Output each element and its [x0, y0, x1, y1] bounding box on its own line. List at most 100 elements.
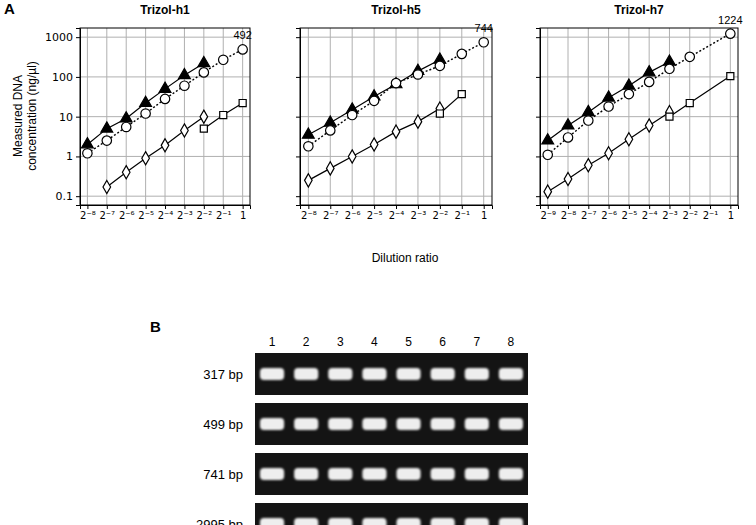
gel-band — [397, 468, 421, 480]
marker — [686, 100, 693, 107]
x-tick-label: 2⁻⁸ — [80, 210, 96, 221]
lane-label: 3 — [337, 335, 344, 349]
plot-area — [542, 29, 735, 198]
gel-band — [362, 368, 386, 380]
marker — [643, 66, 655, 76]
x-tick-mark — [126, 205, 127, 209]
x-tick-label: 2⁻⁷ — [581, 210, 597, 221]
gel-band — [260, 368, 284, 380]
y-tick-label: 1000 — [45, 31, 73, 44]
marker — [103, 180, 111, 193]
marker — [160, 94, 169, 103]
x-tick: 2⁻⁴ — [389, 205, 405, 221]
x-tick-mark — [87, 205, 88, 209]
marker — [391, 78, 400, 87]
x-tick-mark — [204, 205, 205, 209]
y-tick-mark — [76, 156, 80, 157]
subplot: 2⁻⁸2⁻⁷2⁻⁶2⁻⁵2⁻⁴2⁻³2⁻²2⁻¹10.1110100100049… — [45, 3, 252, 221]
x-tick-mark — [243, 205, 244, 209]
x-tick-mark — [223, 205, 224, 209]
marker — [603, 91, 615, 101]
grid-line-y — [540, 156, 738, 157]
x-tick: 2⁻⁷ — [323, 205, 339, 221]
x-tick-mark — [649, 205, 650, 209]
marker — [582, 105, 594, 115]
band-size-label: 499 bp — [203, 417, 243, 432]
marker — [83, 149, 92, 158]
gel-band — [499, 368, 523, 380]
x-tick-label: 2⁻⁷ — [99, 210, 115, 221]
marker — [666, 113, 673, 120]
series-line — [87, 49, 242, 153]
series-line — [308, 109, 440, 181]
x-tick-mark — [609, 205, 610, 209]
gel-band — [328, 518, 352, 525]
marker — [142, 152, 150, 165]
x-tick-label: 2⁻¹ — [454, 210, 470, 221]
gel-band — [431, 418, 455, 430]
x-tick-label: 1 — [240, 210, 246, 221]
marker — [239, 100, 246, 107]
gel-strip — [255, 453, 528, 495]
series-line — [107, 117, 204, 187]
gel-strip — [255, 503, 528, 525]
x-tick: 2⁻⁵ — [622, 205, 638, 221]
x-tick-label: 2⁻² — [433, 210, 449, 221]
x-tick-mark — [690, 205, 691, 209]
marker — [141, 109, 150, 118]
subplot: 2⁻⁹2⁻⁸2⁻⁷2⁻⁶2⁻⁵2⁻⁴2⁻³2⁻²2⁻¹11224Trizol-h… — [536, 3, 743, 221]
marker — [623, 79, 635, 89]
y-tick-mark — [536, 196, 540, 197]
x-tick-mark — [165, 205, 166, 209]
x-tick: 2⁻⁶ — [601, 205, 617, 221]
marker — [544, 185, 552, 198]
x-tick-label: 2⁻⁶ — [601, 210, 617, 221]
x-axis-title: Dilution ratio — [372, 251, 439, 265]
x-tick-mark — [107, 205, 108, 209]
x-tick-mark — [396, 205, 397, 209]
gel-band — [431, 468, 455, 480]
x-tick: 2⁻⁸ — [80, 205, 96, 221]
gel-band — [294, 368, 318, 380]
y-tick-mark — [536, 156, 540, 157]
x-tick-mark — [548, 205, 549, 209]
gel-band — [294, 418, 318, 430]
x-tick: 2⁻² — [433, 205, 449, 221]
y-tick: 0.1 — [56, 190, 81, 203]
band-size-label: 741 bp — [203, 467, 243, 482]
x-tick: 2⁻¹ — [454, 205, 470, 221]
marker — [727, 73, 734, 80]
annotation: 744 — [475, 22, 493, 34]
subplot-title: Trizol-h7 — [614, 3, 664, 17]
marker — [584, 116, 593, 125]
marker — [82, 138, 94, 148]
gel-band — [260, 468, 284, 480]
gel-band — [362, 518, 386, 525]
x-axis-line — [81, 206, 251, 210]
subplot-title: Trizol-h5 — [371, 3, 421, 17]
marker — [414, 115, 422, 128]
x-tick-label: 2⁻⁴ — [158, 210, 174, 221]
x-tick: 2⁻¹ — [703, 205, 719, 221]
marker — [564, 172, 572, 185]
x-tick-label: 2⁻⁹ — [540, 210, 556, 221]
series-line — [548, 34, 731, 155]
gel-band — [362, 418, 386, 430]
y-tick — [536, 196, 540, 197]
x-tick-label: 2⁻¹ — [216, 210, 232, 221]
x-tick-label: 2⁻³ — [177, 210, 193, 221]
marker — [665, 64, 674, 73]
x-tick-label: 2⁻⁴ — [642, 210, 658, 221]
gel-band — [328, 368, 352, 380]
gel-band — [499, 518, 523, 525]
marker — [324, 116, 336, 126]
x-tick-label: 1 — [728, 210, 734, 221]
marker — [370, 138, 378, 151]
x-tick: 2⁻⁶ — [119, 205, 135, 221]
plot-frame — [540, 28, 738, 205]
y-tick — [296, 156, 300, 157]
x-tick: 2⁻² — [682, 205, 698, 221]
marker — [392, 125, 400, 138]
marker — [200, 110, 208, 123]
marker — [220, 111, 227, 118]
